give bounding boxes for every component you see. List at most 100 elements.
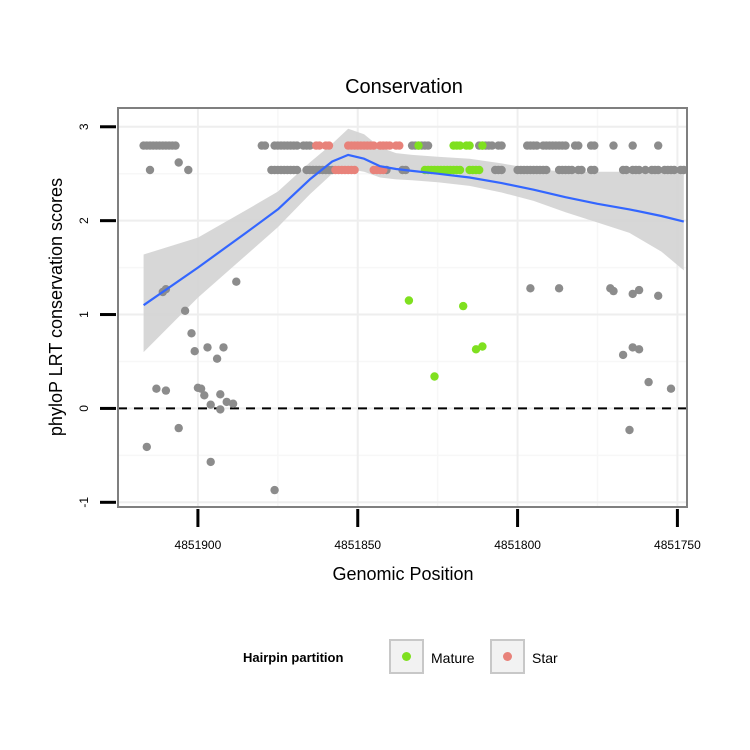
point-other — [634, 285, 644, 295]
point-other — [577, 165, 586, 175]
point-other — [260, 141, 270, 150]
point-other — [628, 289, 637, 299]
point-star — [395, 141, 404, 150]
y-axis: -1 0 1 2 3 — [77, 123, 116, 508]
point-other — [180, 306, 190, 315]
x-axis-title: Genomic Position — [332, 564, 473, 584]
point-mature — [455, 141, 465, 150]
point-mature — [430, 372, 439, 381]
legend-key-star — [490, 639, 525, 674]
y-tick-label: 3 — [77, 123, 91, 130]
point-mature — [478, 342, 487, 351]
point-mature — [465, 141, 474, 150]
point-other — [644, 377, 653, 387]
point-other — [654, 141, 663, 150]
point-other — [654, 291, 663, 300]
point-other — [305, 141, 314, 150]
point-other — [666, 384, 676, 393]
point-other — [292, 165, 302, 175]
point-mature — [471, 345, 481, 354]
point-other — [554, 284, 564, 293]
point-other — [654, 165, 663, 175]
point-other — [622, 165, 631, 175]
point-other — [174, 158, 183, 167]
legend-label-star: Star — [532, 650, 558, 666]
point-star — [350, 165, 359, 175]
point-other — [222, 397, 231, 407]
legend-swatch-mature — [402, 652, 411, 661]
point-other — [190, 347, 199, 356]
point-other — [216, 390, 225, 399]
point-mature — [414, 141, 423, 150]
x-tick-label: 4851750 — [654, 538, 701, 552]
point-other — [628, 343, 637, 352]
point-other — [497, 141, 506, 150]
point-other — [174, 423, 183, 433]
plot-border — [117, 107, 688, 508]
legend: Hairpin partition Mature Star — [243, 639, 558, 674]
point-other — [625, 425, 634, 435]
legend-label-mature: Mature — [431, 650, 475, 666]
y-tick-label: -1 — [77, 497, 91, 508]
point-other — [187, 329, 196, 338]
point-other — [561, 141, 570, 150]
point-other — [200, 391, 209, 400]
point-mature — [459, 301, 468, 311]
legend-item-mature: Mature — [389, 639, 475, 674]
point-other — [216, 405, 225, 414]
point-other — [542, 165, 551, 175]
point-other — [206, 457, 215, 467]
point-other — [590, 141, 599, 150]
point-other — [292, 141, 302, 150]
y-tick-label: 1 — [77, 311, 91, 318]
point-other — [532, 141, 541, 150]
y-tick-label: 0 — [77, 405, 91, 412]
point-star — [315, 141, 324, 150]
point-other — [184, 165, 193, 175]
point-other — [670, 165, 679, 175]
point-other — [232, 277, 241, 286]
point-other — [212, 354, 222, 363]
point-star — [369, 141, 378, 150]
point-other — [628, 141, 637, 150]
point-other — [196, 384, 206, 393]
point-other — [171, 141, 180, 150]
major-gridlines — [118, 108, 687, 507]
point-other — [487, 141, 497, 150]
y-axis-title: phyloP LRT conservation scores — [46, 178, 66, 436]
point-other — [228, 399, 238, 408]
point-other — [203, 343, 212, 352]
point-other — [526, 284, 535, 293]
smooth-line — [142, 153, 685, 307]
point-mature — [478, 141, 487, 150]
legend-title: Hairpin partition — [243, 650, 343, 665]
legend-item-star: Star — [490, 639, 558, 674]
point-other — [634, 345, 644, 354]
point-other — [161, 386, 171, 395]
point-other — [270, 485, 279, 495]
point-other — [609, 286, 618, 296]
point-other — [497, 165, 506, 175]
point-other — [219, 343, 228, 352]
point-other — [609, 141, 618, 150]
point-other — [641, 165, 650, 175]
legend-swatch-star — [503, 652, 512, 661]
point-other — [634, 165, 644, 175]
point-other — [574, 141, 583, 150]
point-other — [567, 165, 577, 175]
confidence-band — [143, 128, 684, 353]
point-mature — [404, 296, 414, 305]
chart-title: Conservation — [345, 76, 463, 98]
point-other — [142, 442, 151, 452]
point-other — [679, 165, 688, 175]
point-other — [145, 165, 155, 175]
point-star — [324, 141, 334, 150]
x-tick-label: 4851850 — [334, 538, 381, 552]
point-mature — [455, 165, 465, 175]
point-star — [385, 141, 394, 150]
x-tick-label: 4851900 — [175, 538, 222, 552]
y-tick-label: 2 — [77, 217, 91, 224]
point-other — [423, 141, 433, 150]
point-other — [618, 350, 628, 360]
